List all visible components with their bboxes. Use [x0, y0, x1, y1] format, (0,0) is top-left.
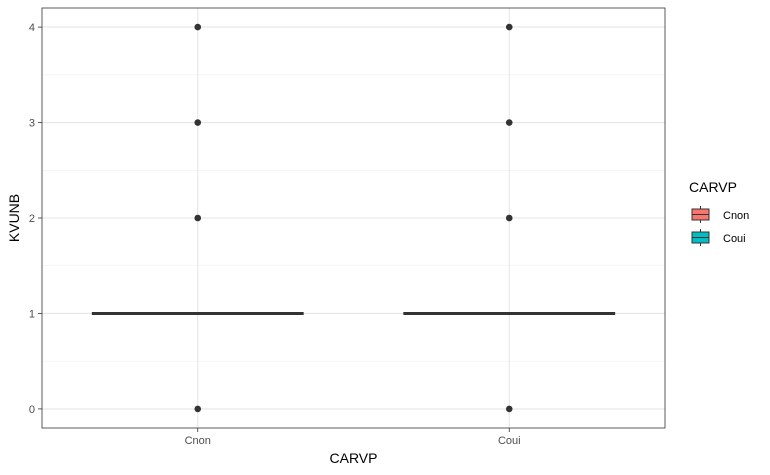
y-tick-label: 2 [29, 213, 35, 225]
legend: CARVP Cnon Coui [689, 179, 749, 246]
x-tick-label: Cnon [185, 435, 211, 447]
outlier-point [194, 214, 202, 222]
y-axis-ticks: 0 1 2 3 4 [29, 22, 42, 416]
x-axis-title: CARVP [330, 450, 378, 466]
outlier-point [505, 214, 513, 222]
legend-entry-coui: Coui [691, 229, 746, 246]
x-axis-ticks: Cnon Coui [185, 428, 521, 447]
outlier-point [194, 405, 202, 413]
outlier-point [194, 119, 202, 126]
legend-entry-cnon: Cnon [691, 206, 749, 223]
y-tick-label: 0 [29, 404, 35, 416]
y-tick-label: 4 [29, 22, 35, 34]
box-series [91, 23, 616, 413]
outlier-point [505, 23, 513, 31]
legend-label: Coui [723, 233, 746, 245]
legend-label: Cnon [723, 210, 749, 222]
y-axis-title: KVUNB [6, 194, 22, 242]
y-tick-label: 1 [29, 308, 35, 320]
outlier-point [505, 119, 513, 126]
legend-title: CARVP [689, 179, 737, 195]
outlier-point [505, 405, 513, 413]
box-coui [403, 23, 616, 413]
outlier-point [194, 23, 202, 31]
x-tick-label: Coui [498, 435, 521, 447]
box-cnon [91, 23, 304, 413]
y-tick-label: 3 [29, 118, 35, 130]
